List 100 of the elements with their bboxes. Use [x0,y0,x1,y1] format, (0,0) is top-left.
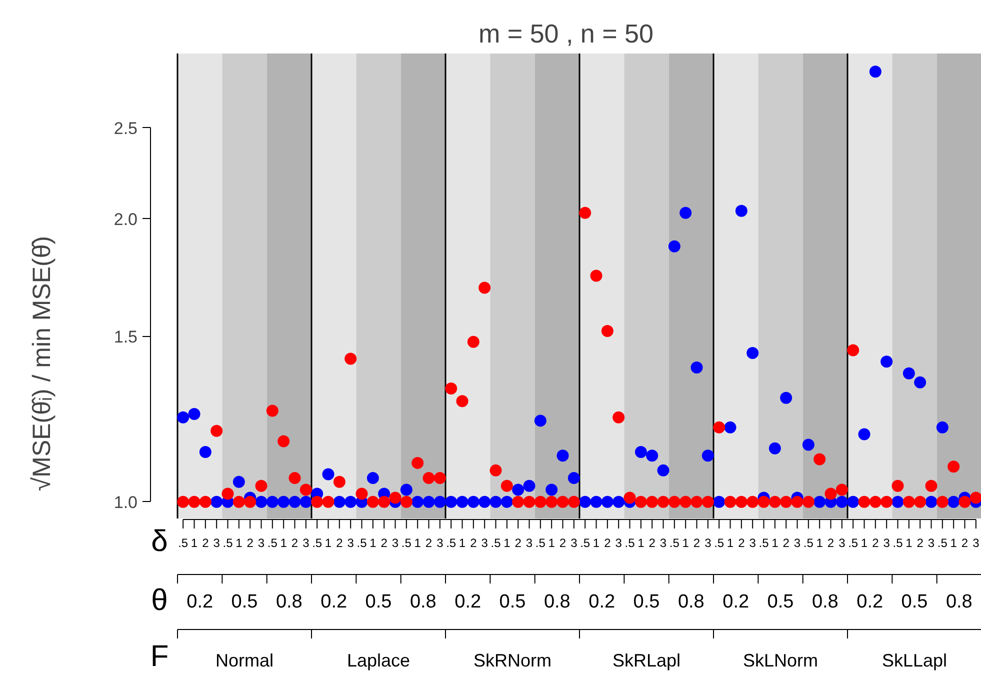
x-tick-label: 1 [726,536,734,550]
x-tick-label: .5 [222,536,234,550]
x-tick-label: .5 [803,536,814,550]
x-tick-label: .5 [848,536,858,550]
x-tick-label: .5 [356,536,368,550]
x-tick-label: 2 [336,536,344,550]
text: 0.8 [276,592,302,612]
text: 0.8 [812,592,838,612]
x-tick-label: 1 [682,536,690,550]
x-tick-label: 2 [961,536,968,550]
x-tick-label: 1 [458,536,466,550]
y-tick-label: 2.0 [114,210,138,229]
text: 0.8 [678,592,704,612]
text: 0.5 [901,592,928,612]
x-tick-label: 3 [392,536,399,550]
x-tick-label: 3 [302,536,310,550]
x-tick-label: .5 [401,536,412,550]
text: 0.2 [588,592,616,612]
x-tick-label: 1 [860,536,868,550]
text: SkRNorm [474,650,552,670]
x-tick-label: 3 [660,536,667,550]
text: SkLLapl [882,650,948,670]
x-tick-label: 2 [514,536,522,550]
x-tick-label: .5 [312,536,322,550]
x-tick-label: 3 [838,536,846,550]
x-tick-label: 2 [559,536,566,550]
x-tick-label: 1 [370,536,377,550]
x-tick-label: 1 [414,536,422,550]
text: 0.2 [454,592,482,612]
x-tick-label: .5 [446,536,456,550]
x-tick-label: 1 [772,536,779,550]
text: F [150,640,169,673]
x-tick-label: 3 [570,536,578,550]
x-axis-title: δ [151,525,168,558]
text: 0.5 [633,592,660,612]
text: 0.5 [365,592,392,612]
x-tick-label: 1 [950,536,958,550]
x-tick-label: 1 [190,536,198,550]
text: SkLNorm [742,650,818,670]
x-tick-label: .5 [937,536,948,550]
x-tick-label: 3 [347,536,354,550]
x-tick-label: 3 [972,536,980,550]
x-tick-label: 3 [704,536,712,550]
x-tick-label: 2 [380,536,388,550]
x-tick-label: 3 [928,536,935,550]
text: 0.8 [946,592,972,612]
x-tick-label: .5 [714,536,724,550]
x-tick-label: 3 [436,536,444,550]
x-tick-label: 3 [749,536,756,550]
x-tick-label: 2 [202,536,210,550]
x-tick-label: 3 [213,536,220,550]
text: 0.5 [767,592,794,612]
x-tick-label: 1 [592,536,600,550]
y-tick-label: 1.5 [114,327,138,346]
x-tick-label: .5 [535,536,546,550]
x-tick-label: 1 [906,536,913,550]
x-tick-label: 1 [548,536,556,550]
x-tick-label: 2 [425,536,432,550]
x-tick-label: 2 [246,536,254,550]
x-tick-label: 1 [236,536,243,550]
text: 0.2 [722,592,750,612]
x-tick-label: 3 [526,536,533,550]
x-tick-label: 3 [615,536,622,550]
x-tick-label: 2 [470,536,478,550]
x-tick-label: .5 [892,536,904,550]
x-tick-label: .5 [267,536,278,550]
text: SkRLapl [612,650,681,670]
x-tick-label: .5 [624,536,636,550]
x-tick-label: .5 [758,536,770,550]
x-tick-label: 3 [481,536,488,550]
text: 0.5 [231,592,258,612]
x-tick-label: 1 [638,536,645,550]
text: 0.2 [320,592,348,612]
x-tick-label: 2 [604,536,612,550]
x-tick-label: 1 [324,536,332,550]
text: 0.2 [856,592,884,612]
x-tick-label: 2 [693,536,700,550]
text: 0.5 [499,592,526,612]
y-tick-label: 2.5 [114,118,138,138]
text: Normal [215,650,274,670]
y-tick-label: 1.0 [114,492,138,512]
x-tick-label: .5 [178,536,188,550]
x-tick-label: 3 [258,536,265,550]
y-axis-title: √MSE(θ̂ᵢ) / min MSE(θ̂) [28,236,56,492]
x-tick-label: 2 [872,536,880,550]
x-tick-label: .5 [490,536,502,550]
x-tick-label: 2 [782,536,790,550]
chart-title: m = 50 , n = 50 [478,18,654,48]
x-tick-label: 3 [883,536,890,550]
x-tick-label: .5 [669,536,680,550]
text: 0.2 [186,592,214,612]
text: 0.8 [544,592,570,612]
x-tick-label: 1 [504,536,511,550]
x-tick-label: .5 [580,536,590,550]
x-tick-label: 2 [827,536,834,550]
text: Laplace [346,650,410,670]
x-tick-label: 1 [280,536,288,550]
x-tick-label: 3 [794,536,801,550]
x-tick-label: 2 [648,536,656,550]
x-tick-label: 2 [916,536,924,550]
